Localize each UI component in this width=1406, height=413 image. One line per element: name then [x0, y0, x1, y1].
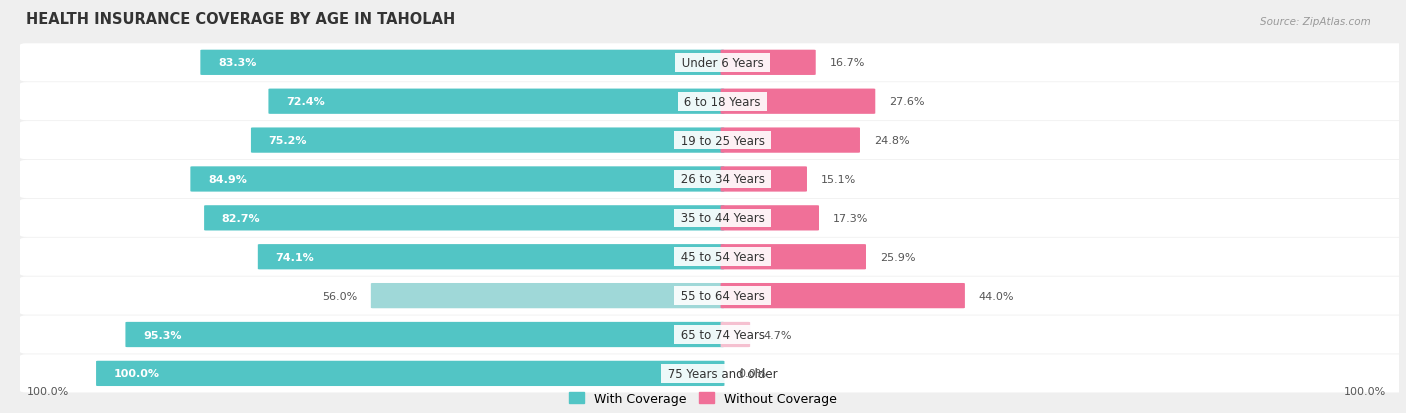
FancyBboxPatch shape [20, 199, 1406, 237]
FancyBboxPatch shape [20, 122, 1406, 160]
Text: 75.2%: 75.2% [269, 136, 307, 146]
Text: 83.3%: 83.3% [218, 58, 256, 68]
Legend: With Coverage, Without Coverage: With Coverage, Without Coverage [564, 387, 842, 410]
FancyBboxPatch shape [125, 322, 724, 347]
Text: 75 Years and older: 75 Years and older [664, 367, 782, 380]
FancyBboxPatch shape [20, 83, 1406, 121]
Text: 19 to 25 Years: 19 to 25 Years [676, 134, 769, 147]
Text: 100.0%: 100.0% [27, 386, 69, 396]
FancyBboxPatch shape [720, 50, 815, 76]
Text: HEALTH INSURANCE COVERAGE BY AGE IN TAHOLAH: HEALTH INSURANCE COVERAGE BY AGE IN TAHO… [27, 12, 456, 27]
Text: Source: ZipAtlas.com: Source: ZipAtlas.com [1260, 17, 1371, 26]
FancyBboxPatch shape [720, 244, 866, 270]
Text: 26 to 34 Years: 26 to 34 Years [676, 173, 769, 186]
FancyBboxPatch shape [96, 361, 724, 386]
Text: 16.7%: 16.7% [830, 58, 865, 68]
Text: 27.6%: 27.6% [889, 97, 924, 107]
Text: 6 to 18 Years: 6 to 18 Years [681, 95, 765, 109]
Text: Under 6 Years: Under 6 Years [678, 57, 768, 70]
FancyBboxPatch shape [250, 128, 724, 153]
FancyBboxPatch shape [20, 354, 1406, 392]
FancyBboxPatch shape [720, 167, 807, 192]
FancyBboxPatch shape [720, 283, 965, 309]
FancyBboxPatch shape [720, 128, 860, 153]
Text: 72.4%: 72.4% [285, 97, 325, 107]
Text: 44.0%: 44.0% [979, 291, 1014, 301]
Text: 45 to 54 Years: 45 to 54 Years [676, 251, 768, 263]
Text: 95.3%: 95.3% [143, 330, 181, 339]
Text: 100.0%: 100.0% [114, 368, 160, 378]
Text: 84.9%: 84.9% [208, 175, 247, 185]
Text: 100.0%: 100.0% [1344, 386, 1386, 396]
FancyBboxPatch shape [20, 238, 1406, 276]
Text: 65 to 74 Years: 65 to 74 Years [676, 328, 769, 341]
FancyBboxPatch shape [720, 206, 820, 231]
FancyBboxPatch shape [257, 244, 724, 270]
Text: 0.0%: 0.0% [738, 368, 766, 378]
Text: 56.0%: 56.0% [322, 291, 357, 301]
FancyBboxPatch shape [371, 283, 724, 309]
FancyBboxPatch shape [720, 89, 876, 114]
Text: 4.7%: 4.7% [763, 330, 793, 339]
FancyBboxPatch shape [20, 44, 1406, 82]
FancyBboxPatch shape [20, 161, 1406, 199]
FancyBboxPatch shape [720, 322, 751, 347]
Text: 17.3%: 17.3% [832, 214, 868, 223]
FancyBboxPatch shape [20, 316, 1406, 354]
FancyBboxPatch shape [204, 206, 724, 231]
Text: 25.9%: 25.9% [880, 252, 915, 262]
Text: 74.1%: 74.1% [276, 252, 314, 262]
Text: 35 to 44 Years: 35 to 44 Years [676, 212, 768, 225]
FancyBboxPatch shape [20, 277, 1406, 315]
Text: 55 to 64 Years: 55 to 64 Years [676, 290, 768, 302]
Text: 15.1%: 15.1% [821, 175, 856, 185]
Text: 24.8%: 24.8% [873, 136, 910, 146]
FancyBboxPatch shape [269, 89, 724, 114]
FancyBboxPatch shape [201, 50, 724, 76]
Text: 82.7%: 82.7% [222, 214, 260, 223]
FancyBboxPatch shape [190, 167, 724, 192]
